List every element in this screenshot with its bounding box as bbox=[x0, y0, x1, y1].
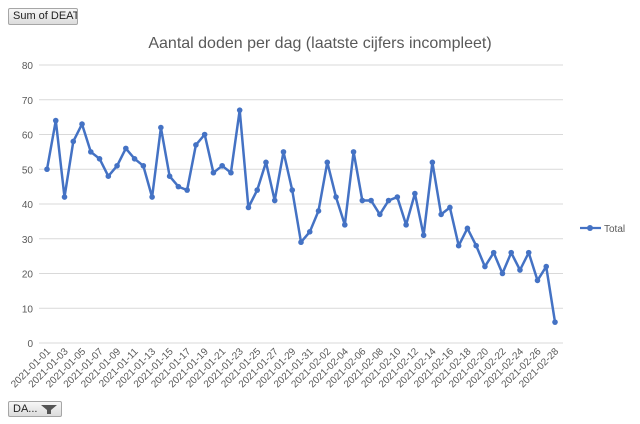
value-field-button[interactable]: Sum of DEAT... bbox=[8, 8, 78, 25]
data-point[interactable] bbox=[403, 222, 409, 228]
data-point[interactable] bbox=[114, 162, 120, 169]
data-point[interactable] bbox=[123, 145, 129, 152]
data-point[interactable] bbox=[175, 183, 182, 190]
axis-field-label: DA... bbox=[13, 403, 38, 415]
data-point[interactable] bbox=[447, 204, 453, 211]
data-point[interactable] bbox=[438, 211, 444, 218]
y-tick-label: 60 bbox=[22, 131, 34, 142]
data-point[interactable] bbox=[219, 162, 225, 169]
data-point[interactable] bbox=[333, 194, 339, 200]
y-axis-ticks: 0 10 20 30 40 50 60 70 80 bbox=[22, 61, 34, 350]
data-point[interactable] bbox=[70, 138, 77, 145]
data-point[interactable] bbox=[455, 242, 462, 249]
data-point[interactable] bbox=[210, 169, 217, 176]
data-point[interactable] bbox=[420, 232, 427, 239]
y-tick-label: 10 bbox=[22, 304, 34, 315]
y-tick-label: 30 bbox=[22, 235, 34, 246]
data-point[interactable] bbox=[105, 173, 112, 179]
data-point[interactable] bbox=[377, 211, 383, 218]
data-point[interactable] bbox=[61, 194, 68, 200]
data-point[interactable] bbox=[52, 117, 59, 124]
series-total bbox=[44, 107, 558, 325]
data-point[interactable] bbox=[193, 142, 199, 148]
axis-field-button[interactable]: DA... bbox=[8, 401, 62, 417]
data-point[interactable] bbox=[184, 187, 190, 193]
data-point[interactable] bbox=[473, 242, 479, 249]
y-tick-label: 50 bbox=[22, 165, 34, 176]
data-point[interactable] bbox=[543, 263, 550, 270]
data-point[interactable] bbox=[44, 166, 50, 173]
data-point[interactable] bbox=[245, 204, 252, 211]
data-point[interactable] bbox=[552, 319, 558, 325]
x-axis-ticks: 2021-01-012021-01-032021-01-052021-01-07… bbox=[9, 346, 561, 390]
chart-title: Aantal doden per dag (laatste cijfers in… bbox=[148, 35, 491, 52]
data-point[interactable] bbox=[271, 197, 278, 204]
data-point[interactable] bbox=[482, 263, 488, 270]
data-point[interactable] bbox=[359, 197, 366, 204]
y-tick-label: 70 bbox=[22, 96, 34, 107]
data-point[interactable] bbox=[385, 197, 392, 204]
data-point[interactable] bbox=[289, 187, 296, 193]
legend: Total bbox=[580, 224, 625, 235]
series-line-total bbox=[45, 108, 557, 323]
data-point[interactable] bbox=[149, 194, 155, 200]
y-tick-label: 0 bbox=[27, 339, 33, 350]
data-point[interactable] bbox=[464, 225, 471, 232]
data-point[interactable] bbox=[166, 173, 173, 179]
data-point[interactable] bbox=[525, 249, 532, 256]
data-point[interactable] bbox=[79, 121, 85, 127]
data-point[interactable] bbox=[280, 149, 287, 155]
data-point[interactable] bbox=[201, 131, 208, 138]
data-point[interactable] bbox=[394, 194, 401, 200]
y-tick-label: 40 bbox=[22, 200, 34, 211]
data-point[interactable] bbox=[140, 162, 147, 169]
data-point[interactable] bbox=[254, 187, 261, 193]
data-point[interactable] bbox=[341, 222, 348, 228]
data-point[interactable] bbox=[96, 156, 103, 162]
data-point[interactable] bbox=[228, 169, 234, 176]
data-point[interactable] bbox=[263, 159, 269, 166]
data-point[interactable] bbox=[158, 124, 164, 131]
data-point[interactable] bbox=[87, 149, 94, 155]
data-point[interactable] bbox=[298, 239, 304, 246]
gridlines bbox=[39, 64, 563, 344]
legend-label-total: Total bbox=[604, 224, 625, 235]
data-point[interactable] bbox=[429, 159, 436, 166]
data-point[interactable] bbox=[306, 229, 313, 235]
data-point[interactable] bbox=[315, 208, 322, 214]
data-point[interactable] bbox=[236, 107, 243, 113]
data-point[interactable] bbox=[534, 277, 541, 284]
data-point[interactable] bbox=[490, 249, 497, 256]
data-point[interactable] bbox=[350, 149, 357, 155]
y-tick-label: 80 bbox=[22, 61, 34, 72]
data-point[interactable] bbox=[508, 249, 515, 256]
data-point[interactable] bbox=[131, 156, 138, 162]
data-point[interactable] bbox=[412, 190, 418, 197]
data-point[interactable] bbox=[517, 267, 523, 273]
y-tick-label: 20 bbox=[22, 270, 34, 281]
data-point[interactable] bbox=[324, 159, 331, 166]
legend-marker-point bbox=[587, 225, 593, 231]
data-point[interactable] bbox=[368, 197, 374, 204]
data-point[interactable] bbox=[499, 270, 506, 277]
funnel-icon[interactable] bbox=[40, 404, 58, 415]
